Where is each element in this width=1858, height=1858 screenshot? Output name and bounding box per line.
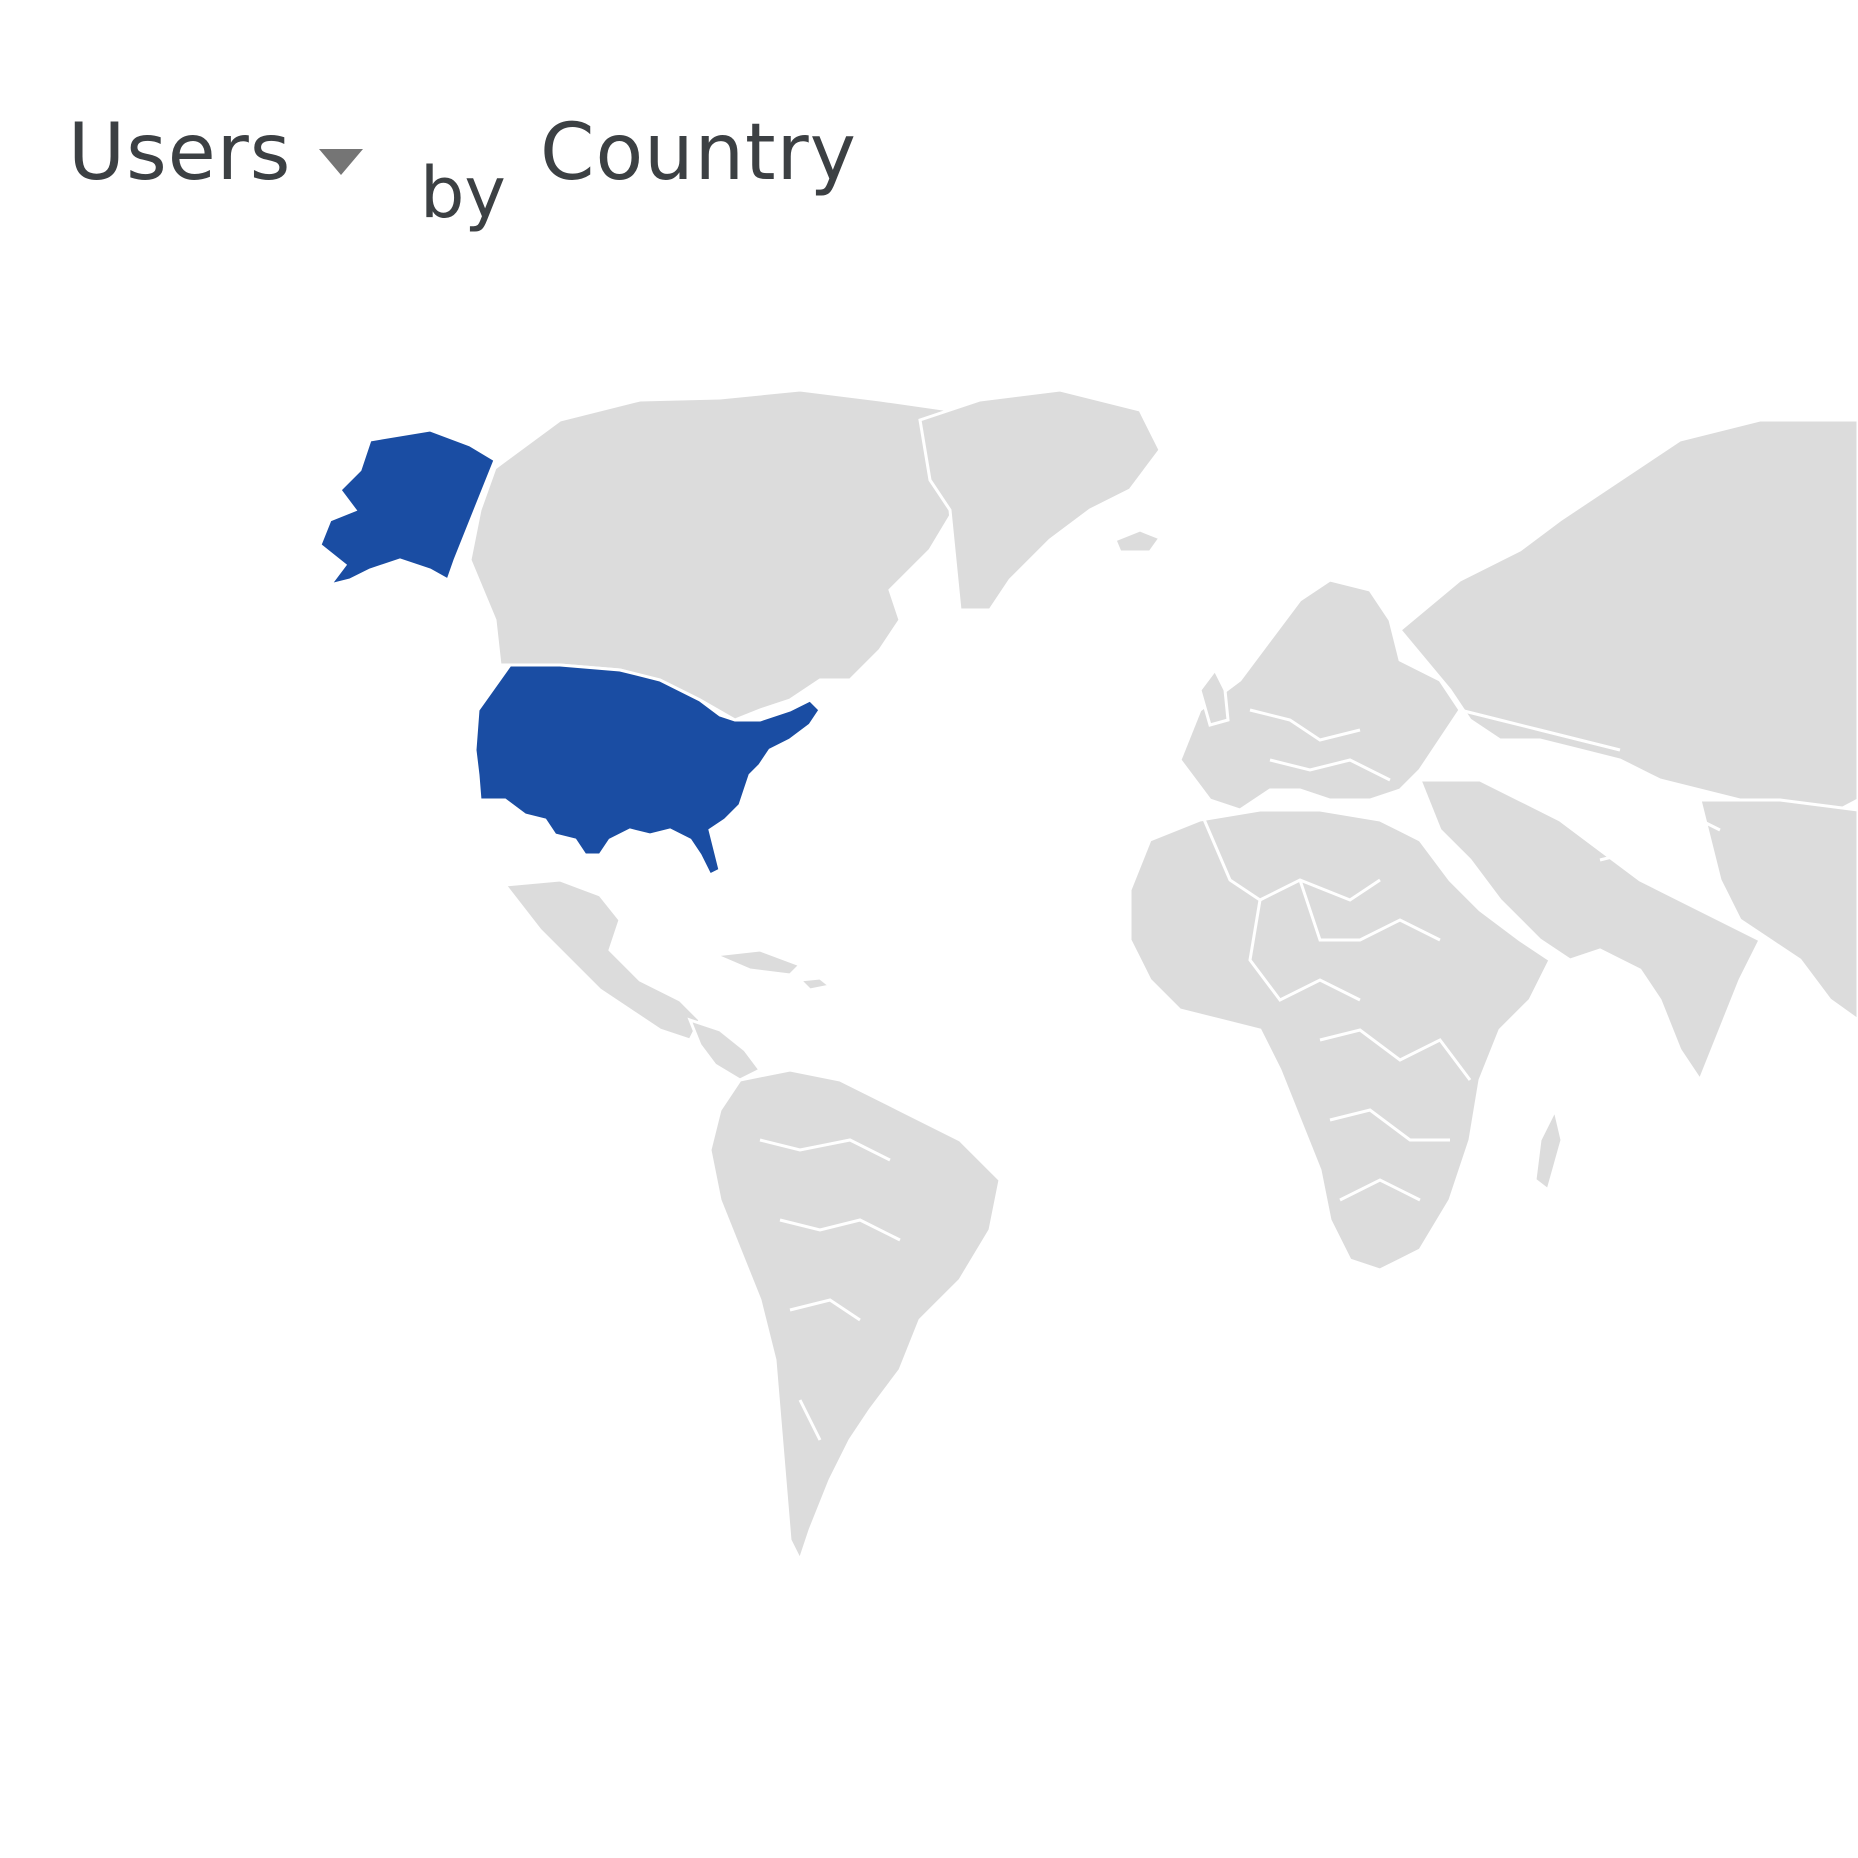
metric-dropdown[interactable]: Users <box>68 108 364 198</box>
country-mexico[interactable] <box>502 878 702 1042</box>
country-cuba[interactable] <box>709 948 803 977</box>
country-borders <box>619 708 1722 1441</box>
world-map-svg <box>318 388 1858 1564</box>
country-greenland[interactable] <box>918 388 1162 612</box>
world-map <box>0 380 1858 1580</box>
by-label: by <box>420 152 506 234</box>
middle-east[interactable] <box>1417 778 1763 1084</box>
caribbean-islands[interactable] <box>796 976 834 992</box>
country-madagascar[interactable] <box>1533 1105 1564 1193</box>
land-layer <box>468 388 1858 1564</box>
east-asia[interactable] <box>1698 798 1858 1022</box>
card-header: Users by Country <box>68 108 968 234</box>
central-america[interactable] <box>687 1017 763 1082</box>
caret-down-icon[interactable] <box>319 149 364 175</box>
country-united-states[interactable] <box>473 663 822 878</box>
country-united-states-alaska[interactable] <box>318 428 497 588</box>
dimension-label: Country <box>540 108 857 198</box>
russia-asia[interactable] <box>1397 418 1858 822</box>
metric-label: Users <box>68 108 292 198</box>
country-iceland[interactable] <box>1113 528 1163 554</box>
country-uk[interactable] <box>1198 667 1230 727</box>
africa[interactable] <box>1128 808 1552 1272</box>
